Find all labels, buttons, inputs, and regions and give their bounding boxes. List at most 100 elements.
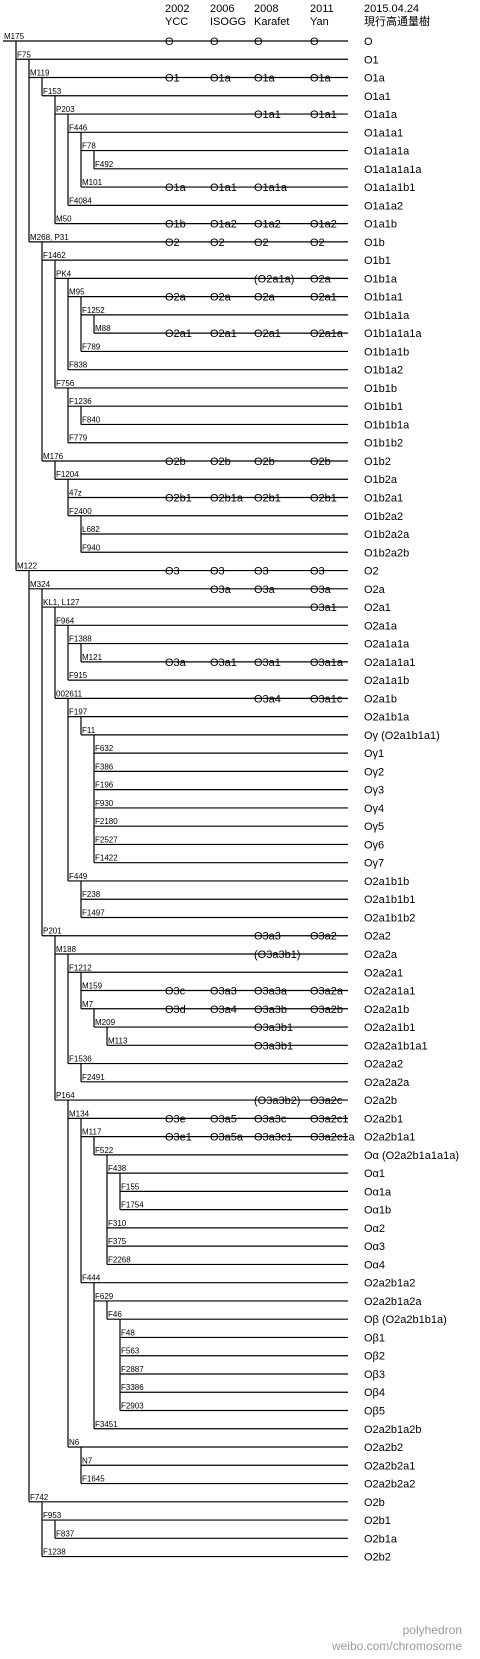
- snp-marker-label: F2903: [121, 1402, 144, 1411]
- haplogroup-name: Oγ3: [364, 785, 384, 797]
- haplogroup-name: O2a2a1b1a1: [364, 1040, 428, 1052]
- snp-marker-label: M119: [30, 69, 50, 78]
- haplogroup-name: O3a3c: [254, 1113, 287, 1125]
- haplogroup-name: Oγ7: [364, 858, 384, 870]
- haplogroup-name: Oβ4: [364, 1387, 385, 1399]
- haplogroup-name: O1a1a: [254, 182, 288, 194]
- haplogroup-name: Oγ5: [364, 821, 384, 833]
- snp-marker-label: F492: [95, 160, 114, 169]
- snp-marker-label: F756: [56, 379, 75, 388]
- haplogroup-name: O2: [254, 237, 269, 249]
- haplogroup-name: O3a5: [210, 1113, 237, 1125]
- snp-marker-label: F940: [82, 543, 101, 552]
- haplogroup-name: O2a2b2a2: [364, 1479, 415, 1491]
- haplogroup-name: O2a1b1b1: [364, 894, 415, 906]
- snp-marker-label: M176: [43, 452, 64, 461]
- snp-marker-label: F1462: [43, 251, 66, 260]
- header-source: YCC: [165, 16, 189, 28]
- haplogroup-name: Oβ (O2a2b1b1a): [364, 1314, 447, 1326]
- haplogroup-name: O2a: [165, 292, 187, 304]
- haplogroup-name: O3d: [165, 1004, 186, 1016]
- haplogroup-name: Oγ1: [364, 748, 384, 760]
- snp-marker-label: M175: [4, 32, 25, 41]
- header-year: 2015.04.24: [364, 3, 420, 15]
- haplogroup-name: O3: [210, 566, 225, 578]
- haplogroup-name: O1a1a1: [364, 127, 403, 139]
- header-year: 2008: [254, 3, 279, 15]
- haplogroup-name: O2a2b1a2a: [364, 1296, 422, 1308]
- haplogroup-name: O2a1: [210, 328, 237, 340]
- snp-marker-label: F310: [108, 1219, 127, 1228]
- snp-marker-label: F2887: [121, 1365, 144, 1374]
- haplogroup-name: O2a2b2a1: [364, 1460, 415, 1472]
- haplogroup-name: O1b1a: [364, 273, 398, 285]
- haplogroup-name: O1b1b1: [364, 401, 403, 413]
- haplogroup-name: O2a1: [364, 602, 391, 614]
- snp-marker-label: F1536: [69, 1055, 92, 1064]
- snp-marker-label: P203: [56, 105, 75, 114]
- haplogroup-name: O1b: [165, 219, 186, 231]
- haplogroup-name: O2a: [310, 273, 332, 285]
- snp-marker-label: F2400: [69, 507, 92, 516]
- haplogroup-name: O2a2: [364, 931, 391, 943]
- snp-marker-label: M324: [30, 580, 51, 589]
- haplogroup-name: O3a2c: [310, 1095, 343, 1107]
- snp-marker-label: F629: [95, 1292, 114, 1301]
- haplogroup-name: O2b: [310, 456, 331, 468]
- haplogroup-name: O3a1c: [310, 693, 343, 705]
- haplogroup-name: O1b2a2a: [364, 529, 410, 541]
- haplogroup-name: (O3a3b1): [254, 949, 300, 961]
- snp-marker-label: F837: [56, 1529, 75, 1538]
- haplogroup-name: O3a1: [310, 602, 337, 614]
- haplogroup-name: O3a: [165, 657, 187, 669]
- haplogroup-name: O1a1b: [364, 219, 397, 231]
- haplogroup-name: Oγ4: [364, 803, 384, 815]
- haplogroup-name: O1: [364, 54, 379, 66]
- haplogroup-name: O2b: [210, 456, 231, 468]
- haplogroup-name: O1b2: [364, 456, 391, 468]
- haplogroup-name: O1a1a2: [364, 200, 403, 212]
- haplogroup-name: O3e: [165, 1113, 186, 1125]
- haplogroup-name: O3a3b: [254, 1004, 287, 1016]
- snp-marker-label: M209: [95, 1018, 116, 1027]
- haplogroup-name: O2a1a: [310, 328, 344, 340]
- snp-marker-label: F196: [95, 781, 114, 790]
- haplogroup-name: O3a4: [254, 693, 281, 705]
- haplogroup-name: O2a1a1a1: [364, 657, 415, 669]
- haplogroup-name: O2a2b1: [364, 1113, 403, 1125]
- snp-marker-label: F2180: [95, 817, 118, 826]
- haplogroup-name: O3a2a: [310, 986, 344, 998]
- haplogroup-name: Oα2: [364, 1223, 385, 1235]
- snp-marker-label: F238: [82, 890, 101, 899]
- snp-marker-label: F3451: [95, 1420, 118, 1429]
- haplogroup-name: O1b1a2: [364, 365, 403, 377]
- watermark-line-2: weibo.com/chromosome: [331, 1639, 462, 1653]
- snp-marker-label: F632: [95, 744, 114, 753]
- snp-marker-label: F386: [95, 762, 114, 771]
- haplogroup-name: Oβ3: [364, 1369, 385, 1381]
- haplogroup-name: O1b1a1: [364, 292, 403, 304]
- haplogroup-name: O1b1a1a1a: [364, 328, 422, 340]
- snp-marker-label: P164: [56, 1091, 75, 1100]
- haplogroup-name: O: [210, 36, 219, 48]
- haplogroup-name: O1a2: [254, 219, 281, 231]
- haplogroup-name: O2b1: [165, 493, 192, 505]
- haplogroup-name: O1: [165, 73, 180, 85]
- haplogroup-name: O3a3b1: [254, 1022, 293, 1034]
- haplogroup-name: O: [310, 36, 319, 48]
- haplogroup-name: O3: [254, 566, 269, 578]
- snp-marker-label: F840: [82, 415, 101, 424]
- haplogroup-name: O2a2a1b1: [364, 1022, 415, 1034]
- haplogroup-name: O2a: [254, 292, 276, 304]
- haplogroup-name: O2a1a1a: [364, 639, 410, 651]
- haplogroup-name: Oα1a: [364, 1186, 392, 1198]
- snp-marker-label: M159: [82, 982, 103, 991]
- haplogroup-name: O1a: [254, 73, 276, 85]
- snp-marker-label: F779: [69, 434, 88, 443]
- snp-marker-label: F742: [30, 1493, 49, 1502]
- haplogroup-name: O3a3a: [254, 986, 288, 998]
- haplogroup-name: O2a2a1b: [364, 1004, 409, 1016]
- snp-marker-label: M88: [95, 324, 111, 333]
- haplogroup-name: O: [364, 36, 373, 48]
